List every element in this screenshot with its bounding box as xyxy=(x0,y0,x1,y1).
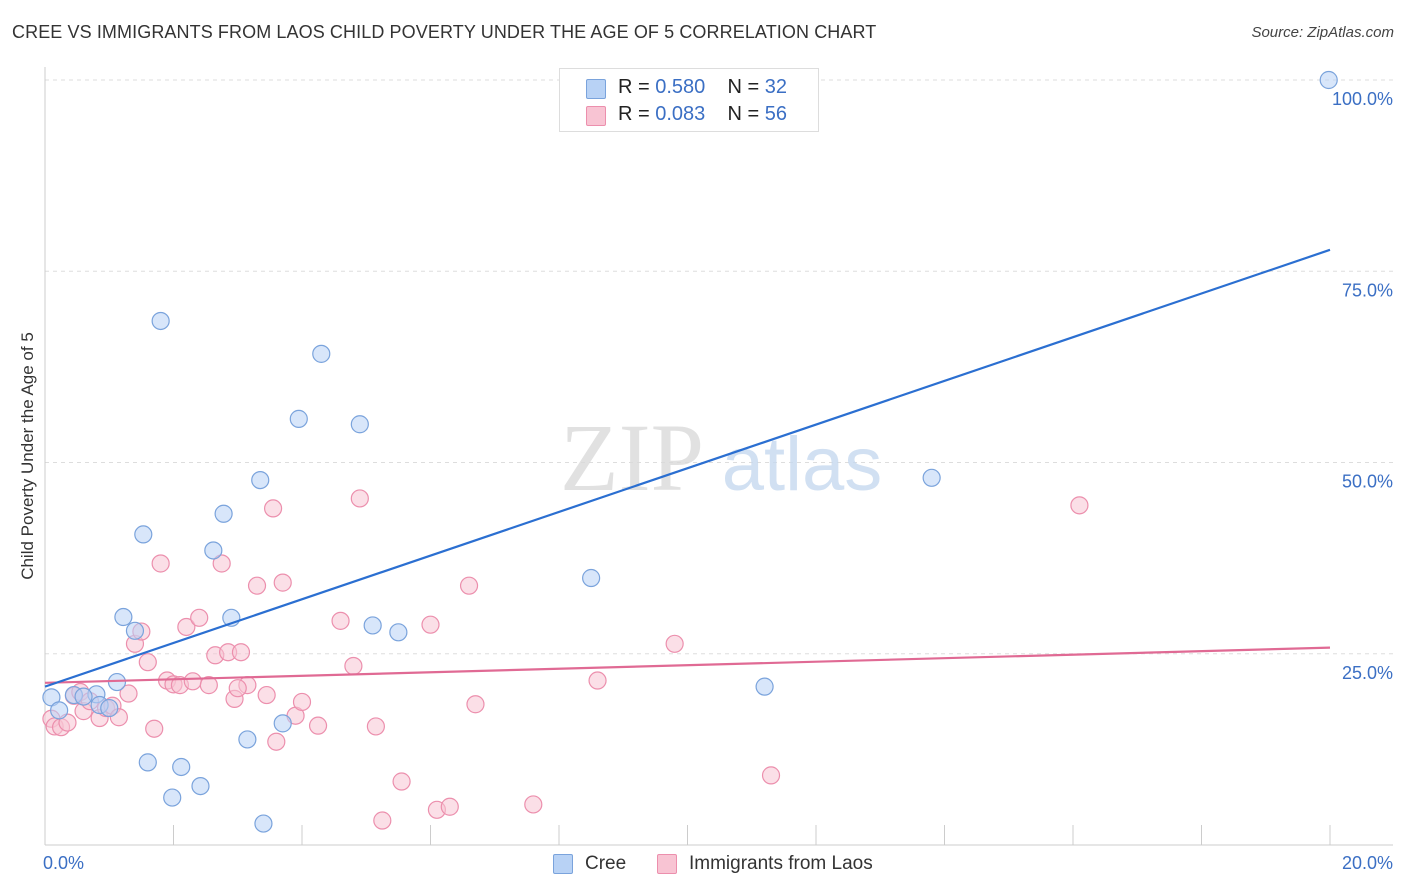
grid-layer xyxy=(45,79,1393,655)
x-tick-label-0: 0.0% xyxy=(43,853,84,873)
axis-layer xyxy=(44,67,1393,846)
cree-point-24 xyxy=(363,616,382,635)
cree-series-points xyxy=(42,70,1338,833)
cree-point-12 xyxy=(172,757,191,777)
laos-point-54 xyxy=(1070,496,1089,515)
laos-point-55 xyxy=(228,679,247,698)
cree-point-30 xyxy=(74,687,93,706)
cree-point-15 xyxy=(214,504,233,523)
laos-point-37 xyxy=(292,692,312,712)
laos-point-50 xyxy=(524,795,543,814)
cree-r-label: R = xyxy=(618,76,650,98)
laos-point-44 xyxy=(392,772,411,791)
laos-swatch xyxy=(586,106,606,126)
cree-swatch xyxy=(586,79,606,99)
cree-point-14 xyxy=(204,541,223,560)
laos-point-43 xyxy=(373,811,392,830)
laos-point-48 xyxy=(459,576,479,595)
cree-point-11 xyxy=(163,788,182,807)
laos-point-15 xyxy=(138,653,157,672)
laos-point-42 xyxy=(366,717,385,736)
cree-r-value: 0.580 xyxy=(655,76,706,98)
trend-lines xyxy=(44,248,1331,688)
laos-point-21 xyxy=(177,617,196,637)
cree-point-1 xyxy=(50,701,69,720)
legend-cree-swatch xyxy=(553,854,573,874)
cree-point-17 xyxy=(238,730,257,749)
legend-laos-label: Immigrants from Laos xyxy=(689,853,873,874)
laos-point-32 xyxy=(257,685,276,705)
cree-point-26 xyxy=(582,568,601,588)
cree-trend-line xyxy=(44,248,1331,688)
cree-point-20 xyxy=(273,714,292,733)
laos-point-16 xyxy=(145,719,164,738)
laos-trend-line xyxy=(44,646,1331,684)
laos-point-12 xyxy=(119,684,138,703)
laos-n-label: N = xyxy=(727,103,760,125)
source-label: Source: ZipAtlas.com xyxy=(1251,24,1394,41)
cree-point-13 xyxy=(191,776,210,796)
watermark: ZIP atlas xyxy=(560,404,882,511)
cree-n-value: 32 xyxy=(764,76,788,98)
cree-point-22 xyxy=(312,344,331,363)
laos-point-41 xyxy=(350,489,369,508)
cree-point-6 xyxy=(114,607,133,627)
legend-laos-swatch xyxy=(657,854,677,874)
laos-point-22 xyxy=(183,672,202,691)
cree-point-29 xyxy=(1319,70,1338,90)
watermark-atlas: atlas xyxy=(722,422,883,507)
laos-point-38 xyxy=(308,716,328,735)
y-tick-label-3: 100.0% xyxy=(1332,89,1393,109)
cree-point-23 xyxy=(350,415,369,434)
laos-point-51 xyxy=(588,671,607,690)
laos-n-value: 56 xyxy=(764,103,788,125)
laos-point-45 xyxy=(421,615,440,634)
laos-r-value: 0.083 xyxy=(655,103,706,125)
cree-point-8 xyxy=(134,525,153,544)
y-tick-label-2: 75.0% xyxy=(1342,280,1393,300)
tick-labels: 25.0% 50.0% 75.0% 100.0% 0.0% 20.0% xyxy=(43,89,1393,873)
legend-cree-label: Cree xyxy=(585,853,627,874)
cree-point-7 xyxy=(125,621,145,640)
laos-point-29 xyxy=(231,643,251,662)
chart-title: CREE VS IMMIGRANTS FROM LAOS CHILD POVER… xyxy=(12,22,877,42)
laos-point-24 xyxy=(199,676,218,695)
laos-point-34 xyxy=(267,732,286,751)
laos-point-53 xyxy=(761,766,781,785)
laos-point-52 xyxy=(665,634,684,653)
laos-point-17 xyxy=(151,554,170,573)
cree-point-18 xyxy=(251,470,270,490)
cree-point-27 xyxy=(755,677,774,696)
laos-point-23 xyxy=(190,608,209,627)
cree-point-10 xyxy=(151,311,170,331)
laos-point-47 xyxy=(440,797,459,816)
laos-point-35 xyxy=(273,573,292,592)
stats-box: R = 0.580 N = 32 R = 0.083 N = 56 xyxy=(559,68,819,132)
laos-r-label: R = xyxy=(618,103,650,125)
laos-point-49 xyxy=(466,695,485,714)
cree-point-9 xyxy=(138,753,157,772)
x-tick-label-1: 20.0% xyxy=(1342,853,1393,873)
laos-point-40 xyxy=(344,656,363,676)
laos-point-31 xyxy=(247,576,267,595)
y-tick-label-0: 25.0% xyxy=(1342,663,1393,683)
cree-n-label: N = xyxy=(727,76,760,98)
laos-point-39 xyxy=(331,611,350,630)
watermark-zip: ZIP xyxy=(560,404,704,511)
cree-point-21 xyxy=(289,409,308,428)
y-tick-label-1: 50.0% xyxy=(1342,472,1393,492)
laos-point-26 xyxy=(212,554,231,573)
laos-point-33 xyxy=(263,499,283,518)
cree-point-19 xyxy=(254,814,273,833)
cree-point-28 xyxy=(922,468,941,487)
cree-point-31 xyxy=(100,698,119,718)
cree-point-25 xyxy=(389,623,408,642)
